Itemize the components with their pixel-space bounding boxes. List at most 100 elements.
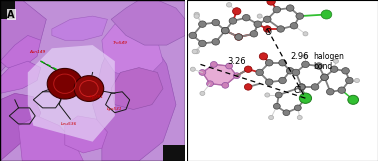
Polygon shape [93, 29, 176, 161]
Polygon shape [0, 93, 41, 161]
Polygon shape [0, 35, 41, 68]
Circle shape [192, 49, 197, 54]
Circle shape [355, 78, 359, 83]
Circle shape [194, 12, 199, 17]
Text: O: O [264, 28, 271, 37]
Circle shape [250, 31, 258, 37]
Polygon shape [52, 16, 107, 40]
Circle shape [244, 66, 252, 72]
Circle shape [222, 27, 229, 34]
Circle shape [74, 76, 104, 101]
Circle shape [257, 14, 262, 18]
Circle shape [207, 81, 214, 87]
Circle shape [229, 18, 237, 24]
Circle shape [303, 54, 308, 58]
Polygon shape [28, 45, 115, 142]
Circle shape [342, 68, 349, 74]
Circle shape [211, 62, 217, 67]
Circle shape [292, 69, 300, 76]
Circle shape [279, 60, 287, 66]
Circle shape [235, 34, 242, 40]
Circle shape [273, 103, 280, 109]
Circle shape [47, 68, 82, 99]
Circle shape [198, 40, 206, 47]
Circle shape [348, 95, 358, 104]
Circle shape [263, 26, 271, 32]
Circle shape [338, 87, 345, 93]
Circle shape [226, 3, 232, 7]
Circle shape [226, 63, 232, 69]
Circle shape [232, 8, 241, 15]
Text: Trp791: Trp791 [89, 95, 104, 99]
Circle shape [303, 32, 308, 36]
Polygon shape [0, 0, 15, 19]
Circle shape [302, 95, 309, 101]
Circle shape [191, 67, 195, 71]
Circle shape [267, 0, 275, 5]
Circle shape [290, 23, 298, 29]
Circle shape [181, 32, 186, 36]
Polygon shape [102, 16, 163, 77]
Circle shape [298, 84, 305, 90]
Circle shape [302, 61, 309, 68]
Circle shape [287, 68, 294, 74]
Circle shape [222, 27, 229, 34]
Text: Leu536: Leu536 [60, 122, 77, 126]
Circle shape [189, 32, 197, 39]
Circle shape [277, 26, 285, 32]
Circle shape [297, 115, 302, 120]
Text: Lys531: Lys531 [107, 108, 122, 111]
Text: 3.26: 3.26 [227, 57, 246, 66]
Circle shape [212, 19, 220, 26]
Circle shape [265, 93, 270, 97]
Circle shape [194, 49, 199, 54]
Polygon shape [111, 68, 163, 109]
Text: halogen: halogen [313, 52, 344, 61]
Circle shape [259, 53, 268, 60]
Circle shape [321, 74, 328, 80]
Polygon shape [202, 64, 237, 85]
Circle shape [287, 5, 294, 11]
Circle shape [275, 92, 282, 98]
Circle shape [315, 63, 323, 69]
Circle shape [199, 70, 206, 75]
Circle shape [333, 59, 338, 63]
Circle shape [254, 21, 262, 27]
Circle shape [273, 6, 280, 13]
Circle shape [321, 10, 332, 19]
Circle shape [263, 16, 271, 23]
Polygon shape [19, 116, 83, 161]
Circle shape [265, 79, 273, 85]
Circle shape [235, 34, 242, 40]
Circle shape [212, 39, 220, 45]
Circle shape [279, 77, 287, 84]
Circle shape [265, 60, 273, 66]
Text: 2.96: 2.96 [290, 52, 309, 61]
Polygon shape [65, 116, 107, 153]
Circle shape [233, 73, 240, 79]
FancyBboxPatch shape [0, 0, 185, 161]
Polygon shape [163, 145, 185, 161]
Circle shape [244, 84, 252, 90]
Circle shape [294, 105, 301, 111]
Polygon shape [0, 61, 41, 93]
Text: Asn149: Asn149 [29, 50, 45, 53]
Circle shape [269, 115, 274, 120]
Circle shape [198, 21, 206, 27]
Circle shape [321, 74, 328, 80]
Circle shape [222, 82, 229, 88]
Circle shape [298, 84, 305, 90]
Circle shape [345, 77, 353, 84]
Circle shape [299, 93, 311, 103]
Polygon shape [0, 0, 46, 72]
Circle shape [256, 69, 263, 76]
Circle shape [296, 13, 304, 19]
Text: A: A [8, 10, 15, 20]
Polygon shape [111, 0, 185, 45]
Circle shape [242, 14, 250, 21]
Circle shape [327, 89, 334, 95]
Circle shape [330, 66, 338, 72]
Text: Tro549: Tro549 [113, 42, 128, 45]
Circle shape [194, 14, 199, 18]
Circle shape [311, 84, 319, 90]
